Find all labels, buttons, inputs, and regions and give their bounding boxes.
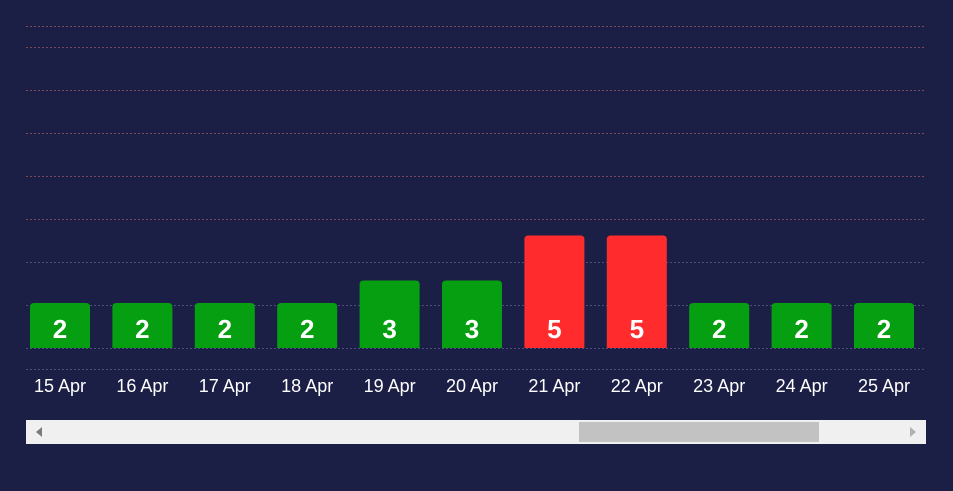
bar-value-label: 2 [712,314,726,344]
bar-value-label: 2 [218,314,232,344]
bar-value-label: 2 [53,314,67,344]
bar-value-label: 2 [300,314,314,344]
x-tick-label: 19 Apr [364,376,416,396]
bar[interactable] [194,303,255,348]
bar[interactable] [854,303,914,348]
bar-group: 2 [771,303,832,348]
bar-value-label: 5 [630,314,644,344]
x-tick-label: 17 Apr [199,376,251,396]
x-tick-label: 18 Apr [281,376,333,396]
bar-group: 5 [606,235,667,349]
bar[interactable] [359,280,420,349]
bars: 2 2 2 2 3 3 5 5 2 2 2 [30,235,914,349]
x-tick-label: 22 Apr [611,376,663,396]
bar-group: 3 [442,280,502,349]
x-tick-label: 23 Apr [693,376,745,396]
bar[interactable] [771,303,832,348]
bar[interactable] [442,280,502,349]
bar-group: 2 [30,303,90,348]
x-tick-label: 24 Apr [776,376,828,396]
bar-group: 2 [277,303,338,348]
bar-group: 3 [359,280,420,349]
bar[interactable] [112,303,173,348]
x-tick-label: 25 Apr [858,376,910,396]
bar-group: 2 [112,303,173,348]
x-tick-labels: 15 Apr 16 Apr 17 Apr 18 Apr 19 Apr 20 Apr 21 A… [34,376,910,396]
bar-value-label: 3 [465,314,479,344]
bar-value-label: 3 [382,314,396,344]
bar[interactable] [524,235,585,349]
bar[interactable] [30,303,90,348]
bar-value-label: 2 [794,314,808,344]
bar-value-label: 2 [877,314,891,344]
x-tick-label: 16 Apr [116,376,168,396]
scroll-left-arrow-icon[interactable] [28,420,48,444]
bar[interactable] [606,235,667,349]
bar-group: 2 [689,303,750,348]
bar-group: 2 [854,303,914,348]
x-tick-label: 21 Apr [528,376,580,396]
bar-group: 5 [524,235,585,349]
scroll-right-arrow-icon[interactable] [904,420,924,444]
horizontal-scrollbar[interactable] [26,420,926,444]
bar-value-label: 2 [135,314,149,344]
gridlines [26,26,926,370]
bar-group: 2 [194,303,255,348]
bar[interactable] [277,303,338,348]
bar-value-label: 5 [547,314,561,344]
x-tick-label: 20 Apr [446,376,498,396]
bar[interactable] [689,303,750,348]
scrollbar-thumb[interactable] [579,422,820,442]
x-tick-label: 15 Apr [34,376,86,396]
